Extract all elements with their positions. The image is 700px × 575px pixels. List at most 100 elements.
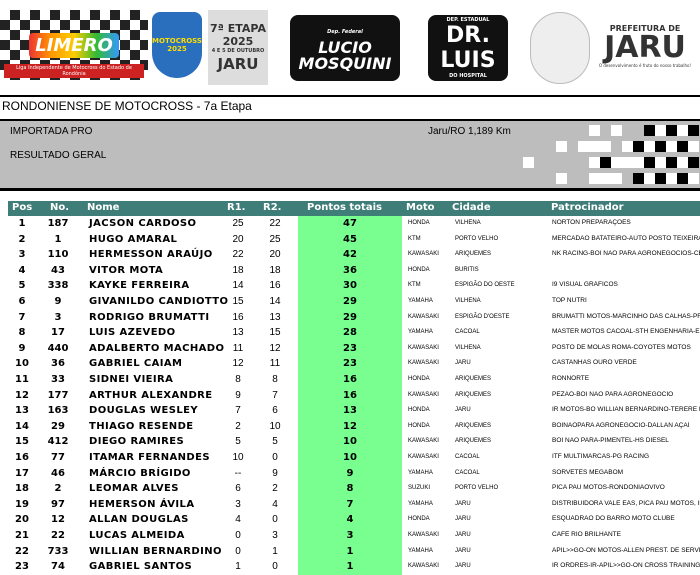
checker-square	[589, 173, 600, 184]
cell-r1: 7	[235, 405, 241, 417]
cell-cid: ARIQUEMES	[455, 438, 492, 445]
cell-pt: 10	[343, 452, 357, 463]
cell-r1: 8	[235, 374, 241, 385]
cell-pt: 9	[346, 467, 354, 479]
table-row: 10 36 GABRIEL CAIAM 12 11 23 KAWASAKI JARU CASTA…	[0, 356, 700, 372]
cell-r1: 15	[232, 296, 244, 307]
cell-pat: CASTANHAS OURO VERDE	[552, 359, 637, 367]
checker-square	[600, 141, 611, 152]
checker-square	[644, 141, 655, 152]
cell-moto: YAMAHA	[408, 469, 433, 476]
checker-square	[611, 157, 622, 168]
cell-pt: 28	[343, 327, 357, 339]
cell-r2: 12	[269, 342, 281, 354]
cell-pat: IR ORDRES-IR-APIL>>GO-ON CROSS TRAINING-…	[552, 562, 700, 570]
cell-moto: SUZUKI	[408, 485, 431, 492]
cell-pat: DISTRIBUIDORA VALE EÁS, PICA PAU MOTOS, …	[552, 499, 700, 507]
checker-square	[523, 157, 534, 168]
result-label: RESULTADO GERAL	[10, 150, 107, 161]
cell-cid: JARU	[455, 563, 471, 570]
cell-pat: RONNORTE	[552, 375, 590, 382]
cell-cid: ARIQUEMES	[455, 376, 492, 382]
cell-r2: 22	[269, 218, 281, 229]
cell-pt: 8	[346, 483, 354, 495]
category-panel: IMPORTADA PRO RESULTADO GERAL Jaru/RO 1,…	[0, 121, 700, 188]
cell-moto: YAMAHA	[408, 547, 433, 554]
cell-r1: 11	[232, 342, 244, 354]
cell-nome: DOUGLAS WESLEY	[89, 405, 199, 417]
cell-pos: 9	[18, 342, 26, 354]
cell-pos: 13	[15, 405, 29, 417]
cell-pt: 12	[343, 420, 357, 432]
cell-cid: ARIQUEMES	[455, 422, 492, 429]
cell-pos: 12	[15, 389, 29, 401]
table-row: 4 43 VITOR MOTA 18 18 36 HONDA BURITIS	[0, 263, 700, 279]
page-title: RONDONIENSE DE MOTOCROSS - 7a Etapa	[2, 99, 252, 113]
cell-pt: 29	[343, 311, 357, 323]
cell-nome: SIDNEI VIEIRA	[89, 374, 174, 385]
checker-square	[655, 125, 666, 136]
checker-square	[611, 173, 622, 184]
cell-moto: HONDA	[408, 422, 430, 429]
cell-moto: KAWASAKI	[408, 360, 439, 367]
checker-square	[677, 157, 688, 168]
cell-moto: KAWASAKI	[408, 563, 439, 570]
checker-square	[633, 173, 644, 184]
cell-r2: 6	[272, 405, 278, 417]
cell-r1: 4	[235, 514, 241, 526]
cell-pat: PEZÃO-BOI NÃO PARA AGRONEGÓCIO	[552, 390, 674, 398]
cell-pos: 15	[15, 436, 29, 448]
cell-r1: 10	[232, 452, 244, 463]
cell-nome: THIAGO RESENDE	[89, 420, 194, 432]
cell-nome: WILLIAN BERNARDINO	[89, 545, 222, 557]
cell-r1: 13	[232, 327, 244, 339]
cell-no: 187	[47, 218, 69, 229]
cell-moto: KAWASAKI	[408, 532, 439, 538]
cell-nome: ADALBERTO MACHADO	[89, 342, 225, 354]
checker-square	[600, 173, 611, 184]
cell-cid: CACOAL	[455, 329, 480, 336]
cell-r2: 25	[269, 233, 281, 245]
cell-nome: ITAMAR FERNANDES	[89, 452, 210, 463]
cell-cid: PORTO VELHO	[455, 485, 499, 492]
cell-moto: KAWASAKI	[408, 251, 439, 258]
checker-square	[644, 173, 655, 184]
cell-r1: 5	[235, 436, 241, 448]
prefeitura-jaru-logo: PREFEITURA DE JARU O desenvolvimento é f…	[598, 24, 692, 68]
cell-pt: 3	[346, 530, 354, 541]
cell-r2: 18	[269, 264, 281, 276]
cell-pat: NK RACING-BOI NÃO PARA AGRONEGÓCIOS-CENT…	[552, 250, 700, 258]
cell-pos: 18	[15, 483, 29, 495]
cell-nome: LUCAS ALMEIDA	[89, 530, 185, 541]
checker-square	[633, 141, 644, 152]
category-label: IMPORTADA PRO	[10, 126, 93, 137]
cell-no: 74	[51, 561, 65, 573]
cell-r1: --	[234, 467, 242, 479]
checker-square	[655, 157, 666, 168]
cell-pat: I9 VISUAL GRÁFICOS	[552, 281, 618, 289]
cell-nome: ARTHUR ALEXANDRE	[89, 389, 213, 401]
table-row: 9 440 ADALBERTO MACHADO 11 12 23 KAWASAKI VILHE…	[0, 341, 700, 357]
divider	[0, 188, 700, 191]
cell-pos: 11	[15, 374, 29, 385]
cell-r2: 0	[272, 561, 278, 573]
cell-no: 29	[51, 420, 65, 432]
checker-square	[688, 173, 699, 184]
cell-pat: ESQUADRÃO DO BARRO MOTO CLUBE	[552, 515, 675, 523]
cell-no: 9	[54, 296, 62, 307]
cell-r2: 13	[269, 311, 281, 323]
cell-no: 17	[51, 327, 65, 339]
checker-square	[688, 125, 699, 136]
etapa-info: 7ª ETAPA 2025 4 E 5 DE OUTUBRO JARU	[208, 10, 268, 85]
cell-pat: PICA PAU MOTOS-RONDÔNIAOVIVO	[552, 484, 665, 492]
cell-cid: JARU	[455, 532, 471, 538]
checker-square	[589, 157, 600, 168]
table-row: 6 9 GIVANILDO CANDIOTTO 15 14 29 YAMAHA VILHENA…	[0, 294, 700, 310]
cell-r1: 12	[232, 358, 244, 370]
sponsor-banner: LIMERO Liga Independente de Motocross do …	[0, 0, 700, 90]
cell-no: 2	[54, 483, 62, 495]
cell-pat: ITF MULTIMARCAS-PG RACING	[552, 453, 650, 460]
checker-square	[578, 141, 589, 152]
cell-pt: 1	[346, 545, 354, 557]
cell-pt: 45	[343, 233, 357, 245]
